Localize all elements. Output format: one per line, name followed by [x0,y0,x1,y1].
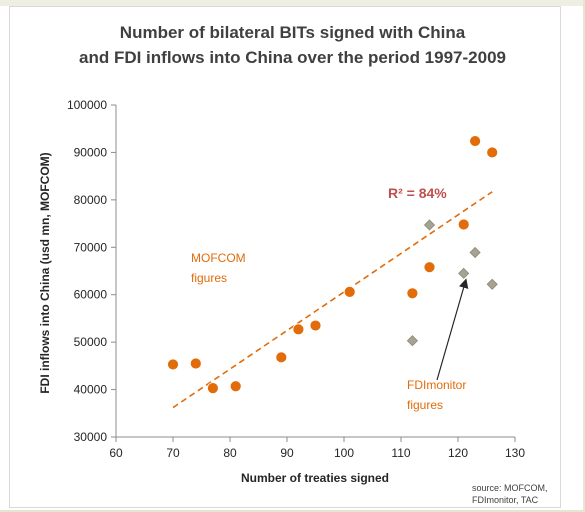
fdimonitor-point [469,246,481,259]
source-line-1: source: MOFCOM, [472,483,548,493]
mofcom-point [309,319,322,332]
mofcom-point [457,218,470,231]
mofcom-point [206,382,219,395]
mofcom-point [189,357,202,370]
y-tick-label: 100000 [67,98,107,112]
y-tick-label: 90000 [74,145,108,159]
slide-top-band [0,0,585,6]
fdimonitor-label-line-1: FDImonitor [407,378,466,392]
axes [111,104,516,442]
fdimonitor-point [486,278,498,290]
y-tick-label: 30000 [74,430,108,444]
y-axis-title: FDI inflows into China (usd mn, MOFCOM) [38,152,52,393]
y-tick-label: 70000 [74,240,108,254]
fdimonitor-arrow [436,278,469,381]
mofcom-label-line-2: figures [191,271,227,285]
source-note: source: MOFCOM, FDImonitor, TAC [472,482,562,506]
x-tick-label: 120 [448,446,468,460]
mofcom-point [469,135,482,147]
mofcom-point [486,146,499,159]
chart-area [9,6,561,508]
x-tick-label: 90 [280,446,294,460]
x-tick-label: 60 [109,446,123,460]
mofcom-point [343,285,356,298]
y-tick-label: 50000 [74,335,108,349]
chart-title-line-2: and FDI inflows into China over the peri… [79,48,506,67]
y-tick-label: 40000 [74,383,108,397]
x-tick-label: 100 [334,446,354,460]
mofcom-point [167,358,179,371]
mofcom-point [275,351,288,364]
x-tick-label: 110 [391,446,410,460]
y-tick-label: 60000 [74,288,108,302]
fdimonitor-point [423,219,436,231]
fdimonitor-label-line-2: figures [407,398,443,412]
mofcom-point [406,287,419,300]
r-squared-label: R² = 84% [388,185,447,201]
source-line-2: FDImonitor, TAC [472,495,539,505]
mofcom-label-line-1: MOFCOM [191,251,246,265]
y-tick-label: 80000 [74,193,108,207]
mofcom-point [292,323,305,336]
trendline-group [172,191,493,409]
x-tick-label: 70 [166,446,180,460]
chart-title: Number of bilateral BITs signed with Chi… [0,20,585,70]
mofcom-point [423,261,436,274]
tick-labels: 30000 40000 50000 60000 70000 80000 90000 10000… [67,98,525,460]
trendline [172,191,493,409]
data-points [167,135,499,395]
x-tick-label: 130 [505,446,525,460]
chart-title-line-1: Number of bilateral BITs signed with Chi… [119,23,466,42]
x-tick-label: 80 [223,446,237,460]
fdimonitor-point [458,267,470,279]
mofcom-point [229,380,242,393]
x-axis-title: Number of treaties signed [241,471,389,485]
fdimonitor-point [406,335,418,347]
